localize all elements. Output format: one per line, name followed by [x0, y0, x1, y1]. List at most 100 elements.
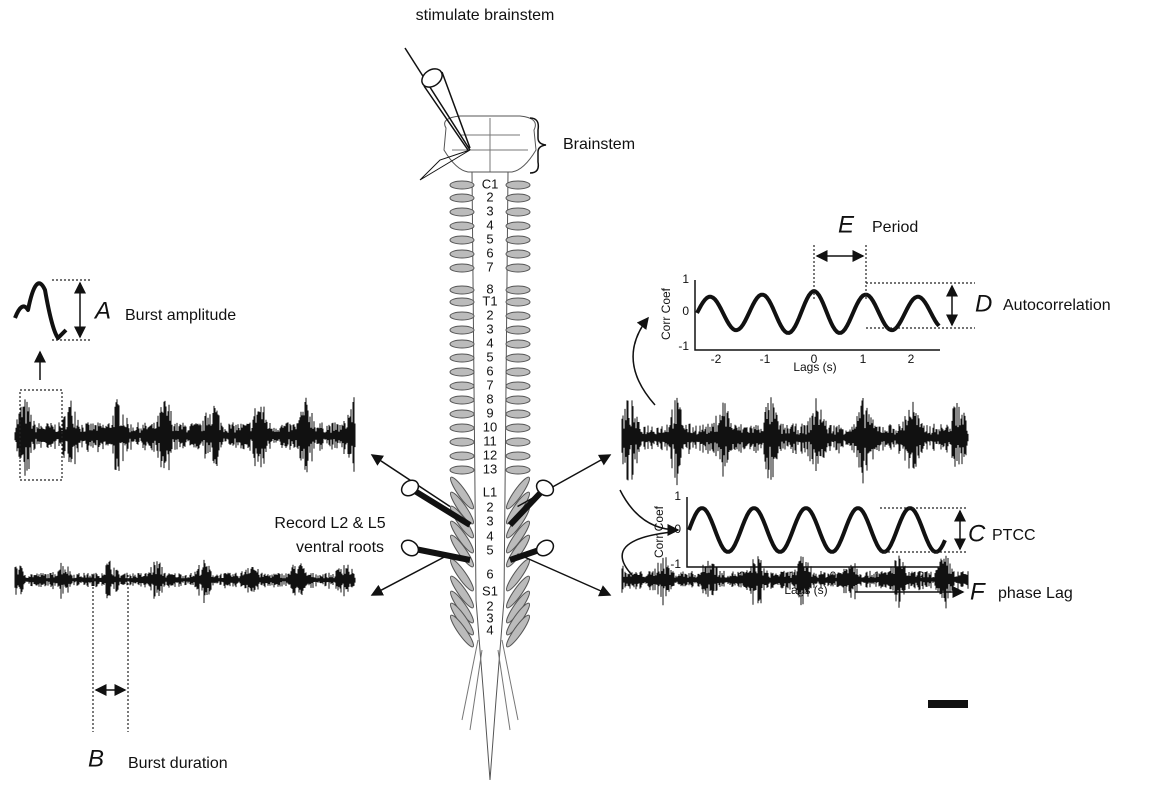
root: [506, 382, 530, 390]
segment-label: 3: [486, 321, 493, 336]
segment-label: 11: [483, 433, 497, 448]
root: [450, 382, 474, 390]
x-tick-label: -1: [760, 352, 771, 366]
root: [506, 181, 530, 189]
segment-label: S1: [482, 583, 498, 598]
root: [506, 264, 530, 272]
segment-label: 4: [486, 528, 493, 543]
segment-label: L1: [483, 484, 497, 499]
letter-b: B: [88, 745, 104, 772]
root: [450, 286, 474, 294]
segment-label: 3: [486, 513, 493, 528]
electrode-wire: [372, 554, 450, 595]
period-label: Period: [872, 219, 918, 236]
segment-label: 5: [486, 349, 493, 364]
root: [450, 298, 474, 306]
figure: C12345678T12345678910111213L123456S1234 …: [0, 0, 1153, 790]
segment-label: 5: [486, 231, 493, 246]
electrode-wire: [518, 554, 611, 595]
electrode-end: [534, 537, 557, 559]
segment-label: 9: [486, 405, 493, 420]
root: [506, 208, 530, 216]
emg-trace: [15, 560, 355, 603]
segment-label: 8: [486, 391, 493, 406]
x-tick-label: 2: [918, 569, 925, 583]
root: [506, 466, 530, 474]
phase-label: phase Lag: [998, 585, 1073, 602]
root: [506, 368, 530, 376]
letter-e: E: [838, 211, 855, 238]
y-axis-label: Corr Coef: [659, 287, 673, 340]
segment-label: 7: [486, 377, 493, 392]
segment-label: 13: [483, 461, 497, 476]
root: [506, 312, 530, 320]
segment-label: 10: [483, 419, 497, 434]
root: [450, 181, 474, 189]
root: [450, 326, 474, 334]
root: [506, 438, 530, 446]
emg-trace: [15, 397, 355, 476]
segment-label: 5: [486, 542, 493, 557]
root: [450, 396, 474, 404]
segment-label: 12: [483, 447, 497, 462]
segment-label: 2: [486, 307, 493, 322]
root: [450, 250, 474, 258]
root: [450, 236, 474, 244]
x-tick-label: 2: [908, 352, 915, 366]
segment-label: 4: [486, 335, 493, 350]
stim-label: stimulate brainstem: [416, 7, 555, 24]
root: [450, 312, 474, 320]
autocorr-label: Autocorrelation: [1003, 297, 1111, 314]
root: [506, 236, 530, 244]
root: [506, 194, 530, 202]
segment-label: 3: [486, 203, 493, 218]
letter-c: C: [968, 520, 986, 547]
x-tick-label: 0: [830, 569, 837, 583]
root: [450, 222, 474, 230]
y-tick-label: 0: [674, 522, 681, 536]
segment-label: 2: [486, 499, 493, 514]
emg-trace: [622, 397, 968, 485]
root: [450, 340, 474, 348]
root: [506, 452, 530, 460]
letter-a: A: [93, 297, 111, 324]
ptcc-label: PTCC: [992, 527, 1036, 544]
scale-bar: [928, 700, 968, 708]
x-tick-label: 1: [860, 352, 867, 366]
root: [450, 424, 474, 432]
segment-label: 4: [486, 622, 493, 637]
root: [450, 452, 474, 460]
segment-label: 7: [486, 259, 493, 274]
root: [506, 354, 530, 362]
root: [450, 410, 474, 418]
amplitude-label: Burst amplitude: [125, 307, 236, 324]
root: [506, 326, 530, 334]
brainstem-label: Brainstem: [563, 136, 635, 153]
root: [450, 368, 474, 376]
record-label: ventral roots: [296, 539, 384, 556]
root: [506, 396, 530, 404]
y-tick-label: 0: [682, 304, 689, 318]
x-tick-label: -2: [735, 569, 746, 583]
root: [450, 354, 474, 362]
root: [506, 222, 530, 230]
segment-label: T1: [482, 293, 497, 308]
y-tick-label: -1: [670, 557, 681, 571]
y-tick-label: 1: [674, 489, 681, 503]
x-tick-label: 0: [811, 352, 818, 366]
segment-label: 4: [486, 217, 493, 232]
x-tick-label: -2: [711, 352, 722, 366]
y-axis-label: Corr Coef: [652, 505, 666, 558]
record-label: Record L2 & L5: [274, 515, 385, 532]
electrode-end: [399, 537, 422, 559]
x-tick-label: 1: [874, 569, 881, 583]
root: [506, 424, 530, 432]
segment-label: 6: [486, 566, 493, 581]
x-axis-label: Lags (s): [784, 583, 827, 597]
segment-label: 6: [486, 245, 493, 260]
x-tick-label: -1: [785, 569, 796, 583]
segment-label: 6: [486, 363, 493, 378]
root: [506, 410, 530, 418]
root: [450, 466, 474, 474]
y-tick-label: -1: [678, 339, 689, 353]
